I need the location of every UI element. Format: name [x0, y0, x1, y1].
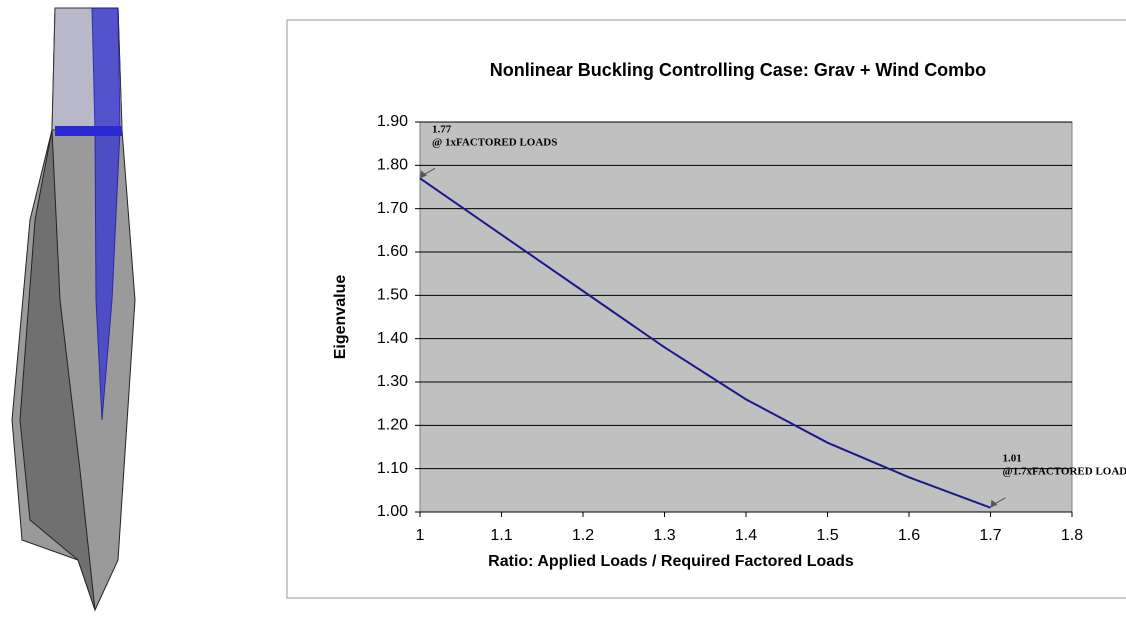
x-tick-label: 1.8 [1061, 527, 1083, 544]
plot-area [420, 122, 1072, 512]
page: Nonlinear Buckling Controlling Case: Gra… [0, 0, 1126, 619]
x-tick-label: 1.1 [490, 527, 512, 544]
tower-model [12, 8, 135, 610]
x-tick-label: 1.6 [898, 527, 920, 544]
y-tick-label: 1.90 [377, 113, 408, 130]
y-tick-label: 1.30 [377, 373, 408, 390]
x-tick-label: 1.4 [735, 527, 757, 544]
y-tick-label: 1.00 [377, 503, 408, 520]
x-axis-label: Ratio: Applied Loads / Required Factored… [488, 553, 854, 570]
y-tick-label: 1.50 [377, 287, 408, 304]
annotation-text: @ 1xFACTORED LOADS [432, 136, 557, 148]
y-tick-label: 1.10 [377, 460, 408, 477]
y-tick-label: 1.20 [377, 417, 408, 434]
x-tick-label: 1.7 [979, 527, 1001, 544]
annotation-text: 1.01 [1003, 453, 1022, 465]
annotation-text: @1.7xFACTORED LOADS [1003, 466, 1126, 478]
x-tick-label: 1.3 [653, 527, 675, 544]
y-tick-label: 1.60 [377, 243, 408, 260]
chart-title: Nonlinear Buckling Controlling Case: Gra… [490, 60, 986, 80]
y-tick-label: 1.80 [377, 157, 408, 174]
x-tick-label: 1.5 [816, 527, 838, 544]
annotation-text: 1.77 [432, 123, 452, 135]
x-tick-label: 1 [416, 527, 425, 544]
y-axis-label: Eigenvalue [332, 275, 349, 360]
x-tick-label: 1.2 [572, 527, 594, 544]
tower-ring [55, 126, 122, 136]
y-tick-label: 1.40 [377, 330, 408, 347]
y-tick-label: 1.70 [377, 200, 408, 217]
